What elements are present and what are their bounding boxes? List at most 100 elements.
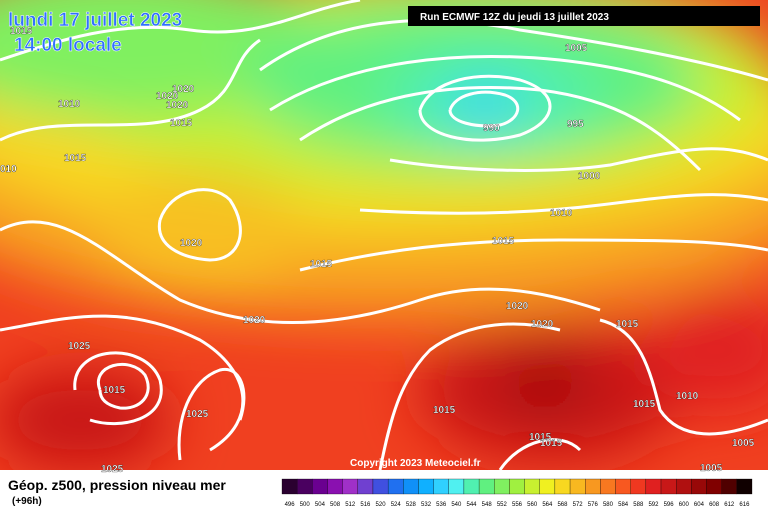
colorbar-tick-label: 616 xyxy=(739,502,750,508)
isobar-label: 1015 xyxy=(540,438,563,449)
isobar-label: 010 xyxy=(0,164,17,175)
colorbar-cell xyxy=(494,478,510,495)
colorbar-cell xyxy=(281,478,298,495)
isobar-label: 1015 xyxy=(492,236,515,247)
isobar-label: 1015 xyxy=(433,405,456,416)
isobar-label: 1010 xyxy=(58,99,81,110)
isobar-label: 995 xyxy=(567,119,584,130)
colorbar-cell xyxy=(312,478,328,495)
colorbar-tick-label: 516 xyxy=(360,502,371,508)
field xyxy=(0,0,768,470)
colorbar-cell xyxy=(554,478,571,495)
isobar-label: 1020 xyxy=(506,301,529,312)
colorbar-tick-label: 604 xyxy=(694,502,705,508)
isobar-label: 1015 xyxy=(310,259,333,270)
isobar-label: 1015 xyxy=(10,26,33,37)
colorbar-tick-label: 532 xyxy=(421,502,432,508)
isobar-label: 1005 xyxy=(565,43,588,54)
colorbar-tick-label: 576 xyxy=(588,502,599,508)
isobar-label: 1015 xyxy=(616,319,639,330)
colorbar-cell xyxy=(691,478,707,495)
colorbar-cell xyxy=(509,478,525,495)
isobar-label: 1015 xyxy=(529,432,552,443)
colorbar-tick-label: 552 xyxy=(497,502,508,508)
run-box xyxy=(408,6,760,26)
colorbar-cell xyxy=(327,478,343,495)
colorbar-tick-label: 612 xyxy=(724,502,735,508)
colorbar-cell xyxy=(615,478,631,495)
colorbar-cell xyxy=(478,478,495,495)
colorbar-cell xyxy=(706,478,722,495)
isobar-label: 990 xyxy=(483,123,500,134)
colorbar-tick-label: 572 xyxy=(573,502,584,508)
colorbar-cell xyxy=(463,478,480,495)
colorbar-cell xyxy=(585,478,601,495)
colorbar-tick-label: 500 xyxy=(300,502,311,508)
date: lundi 17 juillet 2023 xyxy=(8,10,182,31)
colorbar-cell xyxy=(524,478,540,495)
colorbar-tick-label: 584 xyxy=(618,502,629,508)
isobar-label: 1020 xyxy=(243,315,266,326)
colorbar-tick-label: 512 xyxy=(345,502,356,508)
colorbar-cell xyxy=(539,478,556,495)
run: Run ECMWF 12Z du jeudi 13 juillet 2023 xyxy=(420,12,609,23)
colorbar-tick-label: 536 xyxy=(436,502,447,508)
colorbar-tick-label: 496 xyxy=(285,502,296,508)
colorbar-tick-label: 548 xyxy=(482,502,493,508)
colorbar-tick-label: 540 xyxy=(451,502,462,508)
colorbar-cell xyxy=(721,478,737,495)
isobar-label: 1000 xyxy=(578,171,601,182)
isobar-label: 1020 xyxy=(180,238,203,249)
colorbar-cell xyxy=(630,478,647,495)
colorbar-tick-label: 556 xyxy=(512,502,523,508)
isobar-label: 1020 xyxy=(531,319,554,330)
isobar-label: 1025 xyxy=(68,341,91,352)
time: 14:00 locale xyxy=(14,35,122,56)
legend-title: Géop. z500, pression niveau mer xyxy=(8,477,226,493)
colorbar-tick-label: 524 xyxy=(391,502,402,508)
isobar-label: 1015 xyxy=(64,153,87,164)
isobar-label: 1020 xyxy=(172,84,195,95)
isobar-label: 1005 xyxy=(700,463,723,474)
colorbar-cell xyxy=(418,478,434,495)
colorbar-tick-label: 504 xyxy=(315,502,326,508)
colorbar-cell xyxy=(372,478,389,495)
colorbar-tick-label: 588 xyxy=(633,502,644,508)
colorbar-cell xyxy=(676,478,692,495)
colorbar-tick-label: 528 xyxy=(406,502,417,508)
colorbar-tick-label: 544 xyxy=(467,502,478,508)
isobar-label: 1025 xyxy=(101,464,124,475)
colorbar-cell xyxy=(448,478,465,495)
colorbar-tick-label: 596 xyxy=(664,502,675,508)
colorbar-tick-label: 608 xyxy=(709,502,720,508)
colorbar-cell xyxy=(433,478,449,495)
colorbar-cell xyxy=(342,478,358,495)
colorbar-cell xyxy=(645,478,662,495)
colorbar-cell xyxy=(357,478,374,495)
isobar-label: 1010 xyxy=(676,391,699,402)
isobar-label: 1005 xyxy=(732,438,755,449)
colorbar-tick-label: 580 xyxy=(603,502,614,508)
colorbar-cell xyxy=(600,478,616,495)
colorbar-tick-label: 508 xyxy=(330,502,341,508)
isobars xyxy=(0,0,768,470)
isobar-label: 1015 xyxy=(633,399,656,410)
colorbar-cell xyxy=(403,478,419,495)
colorbar: 496 500 504 508 512 516 520 524 528 532 536 540 544 5… xyxy=(281,478,753,508)
isobar-labels: 1015101010201020102010151015010102010151… xyxy=(0,26,755,475)
legend-subtitle: (+96h) xyxy=(12,496,42,507)
isobar-label: 1015 xyxy=(170,118,193,129)
colorbar-cell xyxy=(736,478,753,495)
colorbar-tick-label: 600 xyxy=(679,502,690,508)
colorbar-tick-label: 564 xyxy=(542,502,553,508)
isobar-label: 1010 xyxy=(550,208,573,219)
isobar-label: 1025 xyxy=(186,409,209,420)
isobar-label: 1015 xyxy=(103,385,126,396)
colorbar-cell xyxy=(387,478,404,495)
colorbar-cell xyxy=(297,478,313,495)
colorbar-tick-label: 560 xyxy=(527,502,538,508)
colorbar-tick-label: 568 xyxy=(557,502,568,508)
copyright: Copyright 2023 Meteociel.fr xyxy=(350,458,481,469)
colorbar-cell xyxy=(660,478,677,495)
